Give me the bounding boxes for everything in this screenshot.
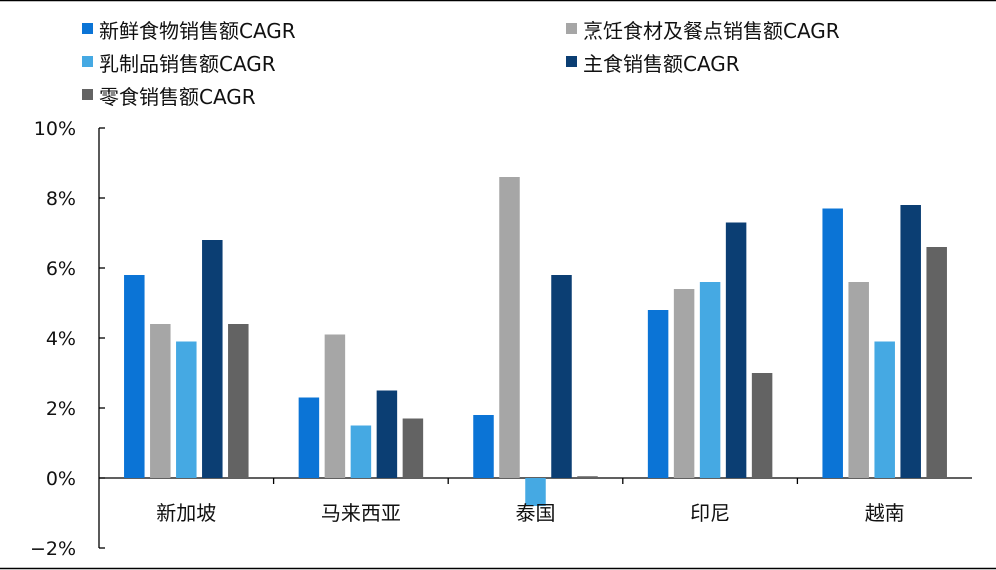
bar xyxy=(202,240,223,478)
legend-item-snack: 零食销售额CAGR xyxy=(82,85,256,109)
bar xyxy=(150,324,171,478)
bar xyxy=(551,275,572,478)
legend-swatch-fresh xyxy=(82,23,93,34)
legend-label-snack: 零食销售额CAGR xyxy=(99,85,256,109)
category-label: 新加坡 xyxy=(156,501,216,525)
bar xyxy=(900,205,921,478)
y-tick-label: −2% xyxy=(30,538,76,560)
bar xyxy=(124,275,145,478)
y-tick-label: 2% xyxy=(46,398,76,420)
y-tick-label: 6% xyxy=(46,258,76,280)
bar xyxy=(324,334,346,478)
legend-swatch-cooking xyxy=(566,23,577,34)
legend-item-fresh: 新鲜食物销售额CAGR xyxy=(82,19,296,43)
bar xyxy=(751,373,773,478)
bar xyxy=(402,418,424,478)
category-label: 马来西亚 xyxy=(321,501,401,525)
bar xyxy=(926,247,947,478)
y-tick-label: 8% xyxy=(46,188,76,210)
bar xyxy=(499,177,520,478)
bar xyxy=(673,289,695,478)
category-label: 越南 xyxy=(865,501,905,525)
category-label: 泰国 xyxy=(516,501,556,525)
y-tick-label: 4% xyxy=(46,328,76,350)
legend-label-cooking: 烹饪食材及餐点销售额CAGR xyxy=(583,19,840,43)
bar xyxy=(176,341,197,478)
bar xyxy=(473,415,494,478)
legend-swatch-dairy xyxy=(82,56,93,67)
bar xyxy=(525,478,546,506)
legend-label-fresh: 新鲜食物销售额CAGR xyxy=(99,19,296,43)
y-tick-label: 10% xyxy=(34,118,76,140)
legend-item-cooking: 烹饪食材及餐点销售额CAGR xyxy=(566,19,840,43)
legend-swatch-snack xyxy=(82,89,93,100)
bar xyxy=(647,310,669,478)
bar xyxy=(577,476,598,478)
legend: 新鲜食物销售额CAGR 烹饪食材及餐点销售额CAGR 乳制品销售额CAGR 主食… xyxy=(82,19,840,109)
legend-item-dairy: 乳制品销售额CAGR xyxy=(82,52,276,76)
legend-label-dairy: 乳制品销售额CAGR xyxy=(99,52,276,76)
bar xyxy=(874,341,895,478)
legend-swatch-staple xyxy=(566,56,577,67)
bar xyxy=(822,208,843,478)
bar xyxy=(376,390,398,478)
legend-label-staple: 主食销售额CAGR xyxy=(583,52,740,76)
bar xyxy=(699,282,721,478)
y-tick-label: 0% xyxy=(46,468,76,490)
bar xyxy=(848,282,869,478)
bar xyxy=(298,397,320,478)
bar xyxy=(228,324,249,478)
category-label: 印尼 xyxy=(690,501,730,525)
legend-item-staple: 主食销售额CAGR xyxy=(566,52,740,76)
bar xyxy=(725,222,747,478)
plot-area: 10% 8% 6% 4% 2% 0% −2% 新加坡 马来西亚 泰国 印尼 越南 xyxy=(30,118,972,560)
bar xyxy=(350,425,372,478)
